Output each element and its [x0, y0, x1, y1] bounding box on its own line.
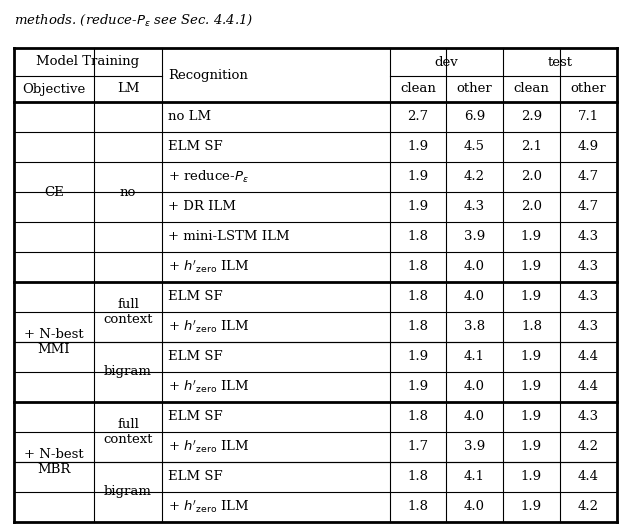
Text: 4.3: 4.3	[578, 320, 599, 333]
Text: 4.1: 4.1	[464, 470, 485, 483]
Text: 1.8: 1.8	[408, 230, 429, 244]
Text: 7.1: 7.1	[578, 110, 599, 124]
Text: 1.7: 1.7	[408, 440, 429, 453]
Text: 3.9: 3.9	[464, 230, 485, 244]
Text: + $h'_{\mathrm{zero}}$ ILM: + $h'_{\mathrm{zero}}$ ILM	[168, 379, 249, 396]
Text: 4.3: 4.3	[578, 290, 599, 304]
Text: 4.2: 4.2	[578, 501, 599, 513]
Text: 4.9: 4.9	[578, 140, 599, 154]
Text: + $h'_{\mathrm{zero}}$ ILM: + $h'_{\mathrm{zero}}$ ILM	[168, 499, 249, 515]
Text: ELM SF: ELM SF	[168, 410, 223, 423]
Text: ELM SF: ELM SF	[168, 470, 223, 483]
Text: clean: clean	[400, 83, 436, 96]
Text: 4.3: 4.3	[464, 200, 485, 214]
Text: bigram: bigram	[104, 485, 152, 499]
Text: full
context: full context	[103, 418, 153, 446]
Text: 2.0: 2.0	[521, 170, 542, 184]
Text: CE: CE	[44, 186, 64, 198]
Text: bigram: bigram	[104, 366, 152, 379]
Text: test: test	[547, 56, 573, 68]
Text: + $h'_{\mathrm{zero}}$ ILM: + $h'_{\mathrm{zero}}$ ILM	[168, 259, 249, 275]
Text: 1.9: 1.9	[408, 350, 429, 363]
Text: 4.1: 4.1	[464, 350, 485, 363]
Text: 2.9: 2.9	[521, 110, 542, 124]
Text: 4.7: 4.7	[578, 200, 599, 214]
Text: 2.7: 2.7	[408, 110, 429, 124]
Text: 2.1: 2.1	[521, 140, 542, 154]
Text: 1.9: 1.9	[521, 350, 542, 363]
Text: + mini-LSTM ILM: + mini-LSTM ILM	[168, 230, 290, 244]
Text: 4.4: 4.4	[578, 350, 599, 363]
Text: 1.8: 1.8	[408, 260, 429, 274]
Text: + N-best
MBR: + N-best MBR	[24, 448, 84, 476]
Text: 4.5: 4.5	[464, 140, 485, 154]
Text: 2.0: 2.0	[521, 200, 542, 214]
Text: 1.9: 1.9	[408, 140, 429, 154]
Text: 3.9: 3.9	[464, 440, 485, 453]
Text: 4.7: 4.7	[578, 170, 599, 184]
Text: 1.8: 1.8	[408, 320, 429, 333]
Text: + reduce-$P_{\epsilon}$: + reduce-$P_{\epsilon}$	[168, 169, 249, 185]
Text: 4.2: 4.2	[578, 440, 599, 453]
Text: 1.9: 1.9	[521, 380, 542, 393]
Text: ELM SF: ELM SF	[168, 350, 223, 363]
Text: other: other	[571, 83, 606, 96]
Text: 4.0: 4.0	[464, 260, 485, 274]
Text: + N-best
MMI: + N-best MMI	[24, 328, 84, 356]
Text: 1.9: 1.9	[408, 170, 429, 184]
Text: other: other	[456, 83, 492, 96]
Text: 1.9: 1.9	[521, 440, 542, 453]
Text: 3.8: 3.8	[464, 320, 485, 333]
Text: 1.9: 1.9	[408, 200, 429, 214]
Text: Recognition: Recognition	[168, 68, 248, 82]
Text: 4.0: 4.0	[464, 290, 485, 304]
Text: 4.2: 4.2	[464, 170, 485, 184]
Text: Model Training: Model Training	[36, 56, 140, 68]
Text: 1.9: 1.9	[521, 230, 542, 244]
Text: ELM SF: ELM SF	[168, 290, 223, 304]
Text: 4.3: 4.3	[578, 230, 599, 244]
Text: 4.3: 4.3	[578, 410, 599, 423]
Text: 1.9: 1.9	[521, 260, 542, 274]
Text: 1.8: 1.8	[408, 290, 429, 304]
Text: + $h'_{\mathrm{zero}}$ ILM: + $h'_{\mathrm{zero}}$ ILM	[168, 439, 249, 456]
Text: no LM: no LM	[168, 110, 211, 124]
Text: no: no	[120, 186, 136, 198]
Text: 4.3: 4.3	[578, 260, 599, 274]
Text: + $h'_{\mathrm{zero}}$ ILM: + $h'_{\mathrm{zero}}$ ILM	[168, 319, 249, 335]
Text: dev: dev	[435, 56, 458, 68]
Text: 4.0: 4.0	[464, 501, 485, 513]
Text: 1.8: 1.8	[408, 470, 429, 483]
Text: 1.9: 1.9	[521, 501, 542, 513]
Text: 1.9: 1.9	[408, 380, 429, 393]
Text: + DR ILM: + DR ILM	[168, 200, 236, 214]
Text: 4.0: 4.0	[464, 410, 485, 423]
Text: clean: clean	[513, 83, 549, 96]
Text: full
context: full context	[103, 298, 153, 326]
Text: 4.4: 4.4	[578, 380, 599, 393]
Text: 1.9: 1.9	[521, 410, 542, 423]
Text: methods. (reduce-$P_{\epsilon}$ see Sec. 4.4.1): methods. (reduce-$P_{\epsilon}$ see Sec.…	[14, 13, 253, 28]
Text: 4.0: 4.0	[464, 380, 485, 393]
Text: 1.9: 1.9	[521, 290, 542, 304]
Text: 1.8: 1.8	[408, 501, 429, 513]
Text: 4.4: 4.4	[578, 470, 599, 483]
Text: 1.8: 1.8	[408, 410, 429, 423]
Text: 1.9: 1.9	[521, 470, 542, 483]
Text: 6.9: 6.9	[464, 110, 485, 124]
Text: ELM SF: ELM SF	[168, 140, 223, 154]
Text: 1.8: 1.8	[521, 320, 542, 333]
Text: Objective: Objective	[22, 83, 86, 96]
Text: LM: LM	[116, 83, 140, 96]
